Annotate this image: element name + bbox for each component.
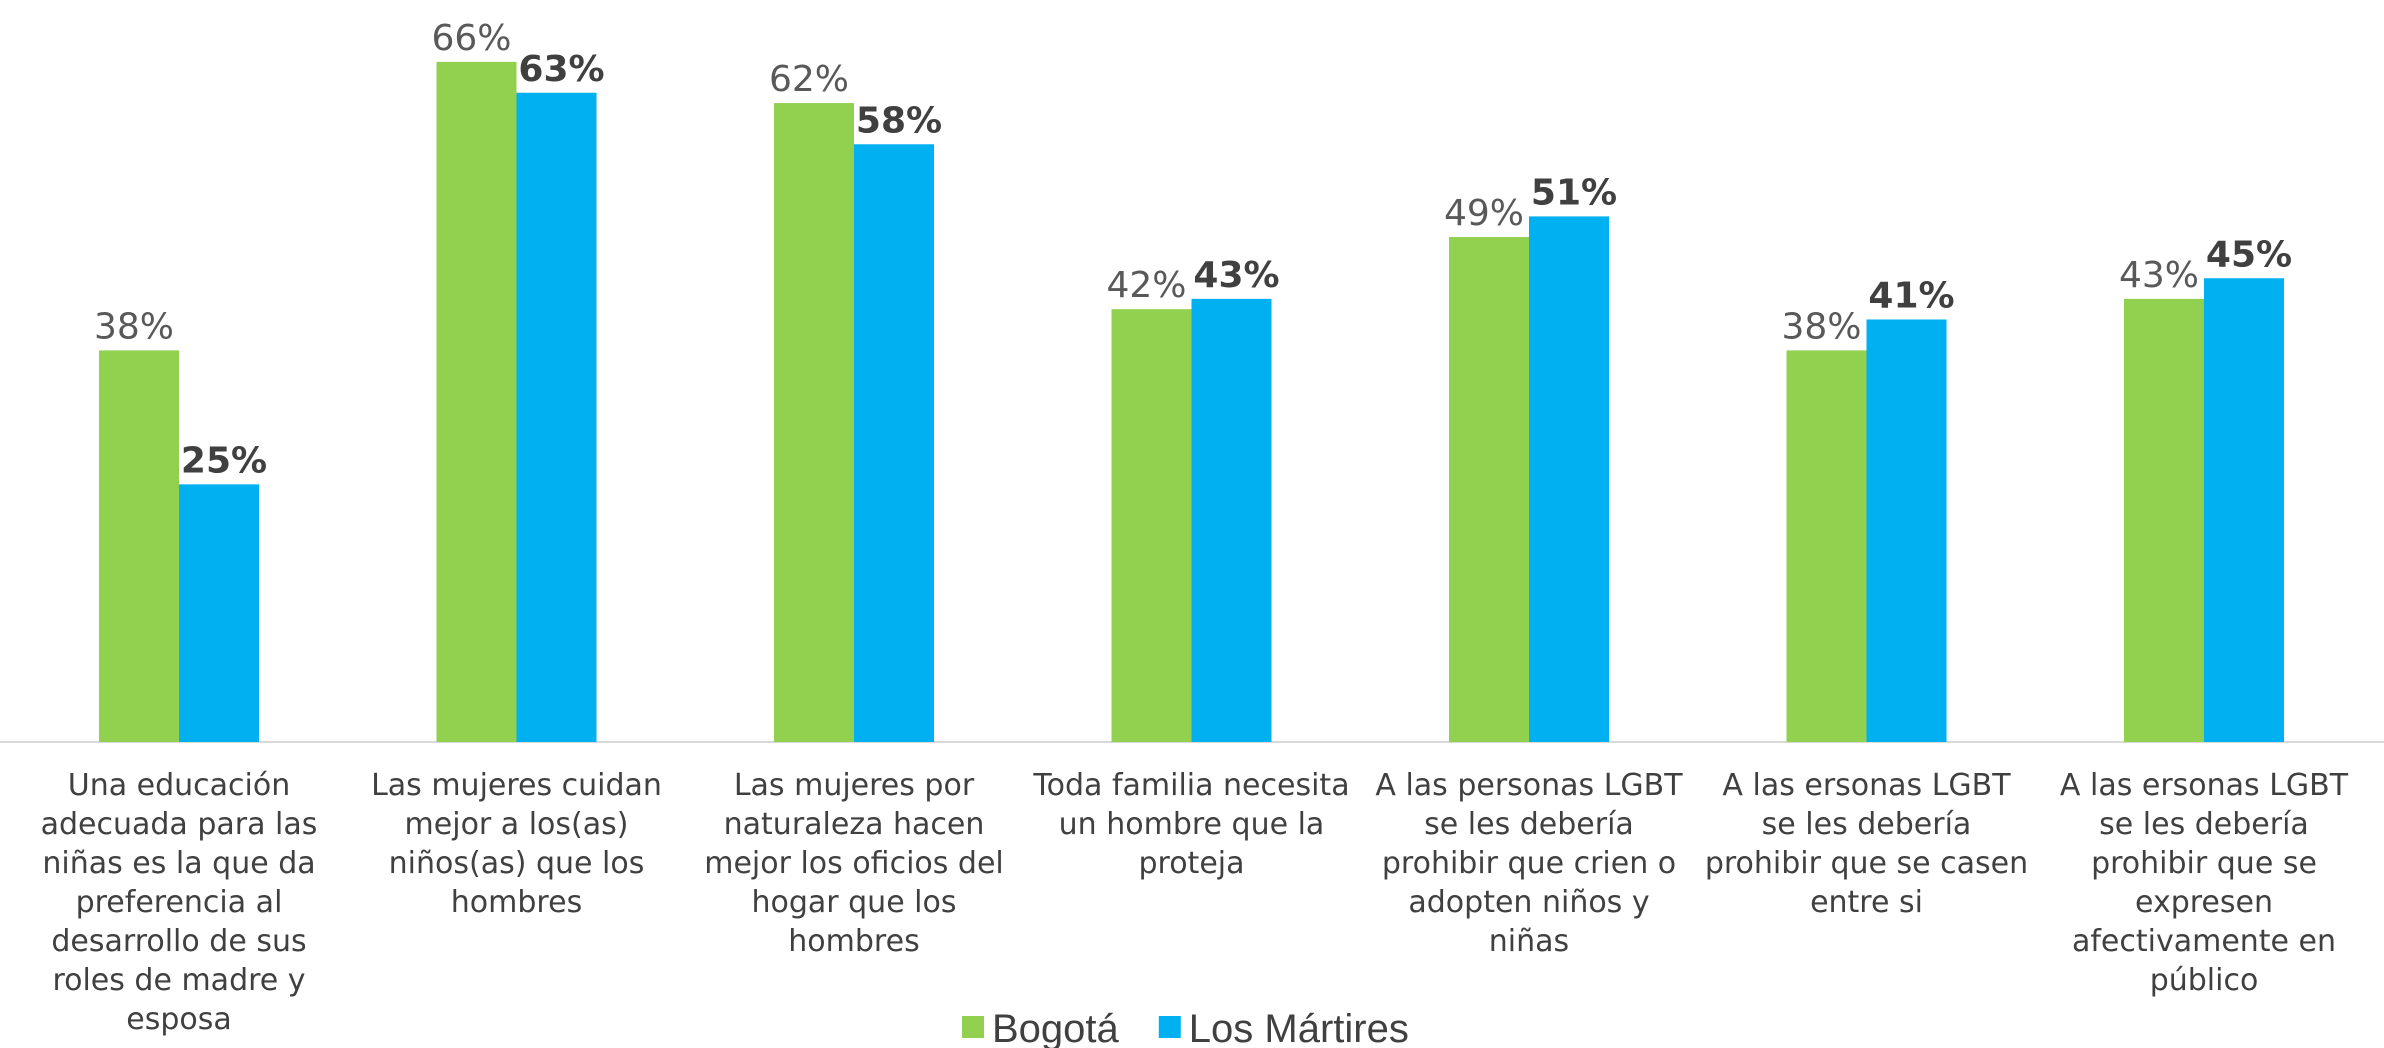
bar: [774, 103, 854, 743]
data-label: 43%: [1193, 255, 1279, 296]
legend-label: Los Mártires: [1189, 1007, 1409, 1048]
x-tick-label: Las mujeres cuidan mejor a los(as) niños…: [371, 768, 662, 920]
bar: [516, 92, 597, 742]
data-label: 63%: [518, 49, 604, 90]
data-label: 66%: [431, 18, 511, 59]
bar: [2204, 278, 2284, 742]
x-tick-label: A las ersonas LGBT se les debería prohib…: [2059, 768, 2349, 998]
data-label: 62%: [769, 59, 849, 100]
legend-swatch: [962, 1016, 984, 1038]
legend-swatch: [1158, 1016, 1181, 1038]
x-tick-label: A las personas LGBT se les debería prohi…: [1375, 768, 1683, 959]
data-label: 43%: [2119, 255, 2199, 296]
x-tick-label: A las ersonas LGBT se les debería prohib…: [1704, 768, 2029, 920]
bar: [2124, 298, 2204, 742]
data-label: 41%: [1868, 275, 1954, 316]
bar: [1191, 298, 1272, 742]
bar: [179, 484, 259, 742]
data-label: 25%: [181, 440, 267, 481]
bar: [99, 350, 179, 742]
data-label: 49%: [1444, 193, 1524, 234]
x-tick-label: Una educación adecuada para las niñas es…: [40, 768, 318, 1037]
data-label: 58%: [856, 100, 942, 141]
bar: [1529, 216, 1609, 742]
data-label: 38%: [94, 306, 174, 347]
bar: [1786, 350, 1867, 742]
x-tick-label: Toda familia necesita un hombre que la p…: [1033, 768, 1350, 881]
bar: [1449, 237, 1529, 742]
bar: [854, 144, 934, 742]
data-label: 38%: [1781, 306, 1861, 347]
data-label: 42%: [1106, 265, 1186, 306]
bar: [436, 61, 517, 743]
data-label: 45%: [2206, 234, 2292, 275]
bar: [1866, 319, 1947, 742]
bar: [1111, 309, 1192, 742]
x-tick-label: Las mujeres por naturaleza hacen mejor l…: [704, 768, 1004, 959]
legend-label: Bogotá: [992, 1007, 1120, 1048]
data-label: 51%: [1531, 172, 1617, 213]
